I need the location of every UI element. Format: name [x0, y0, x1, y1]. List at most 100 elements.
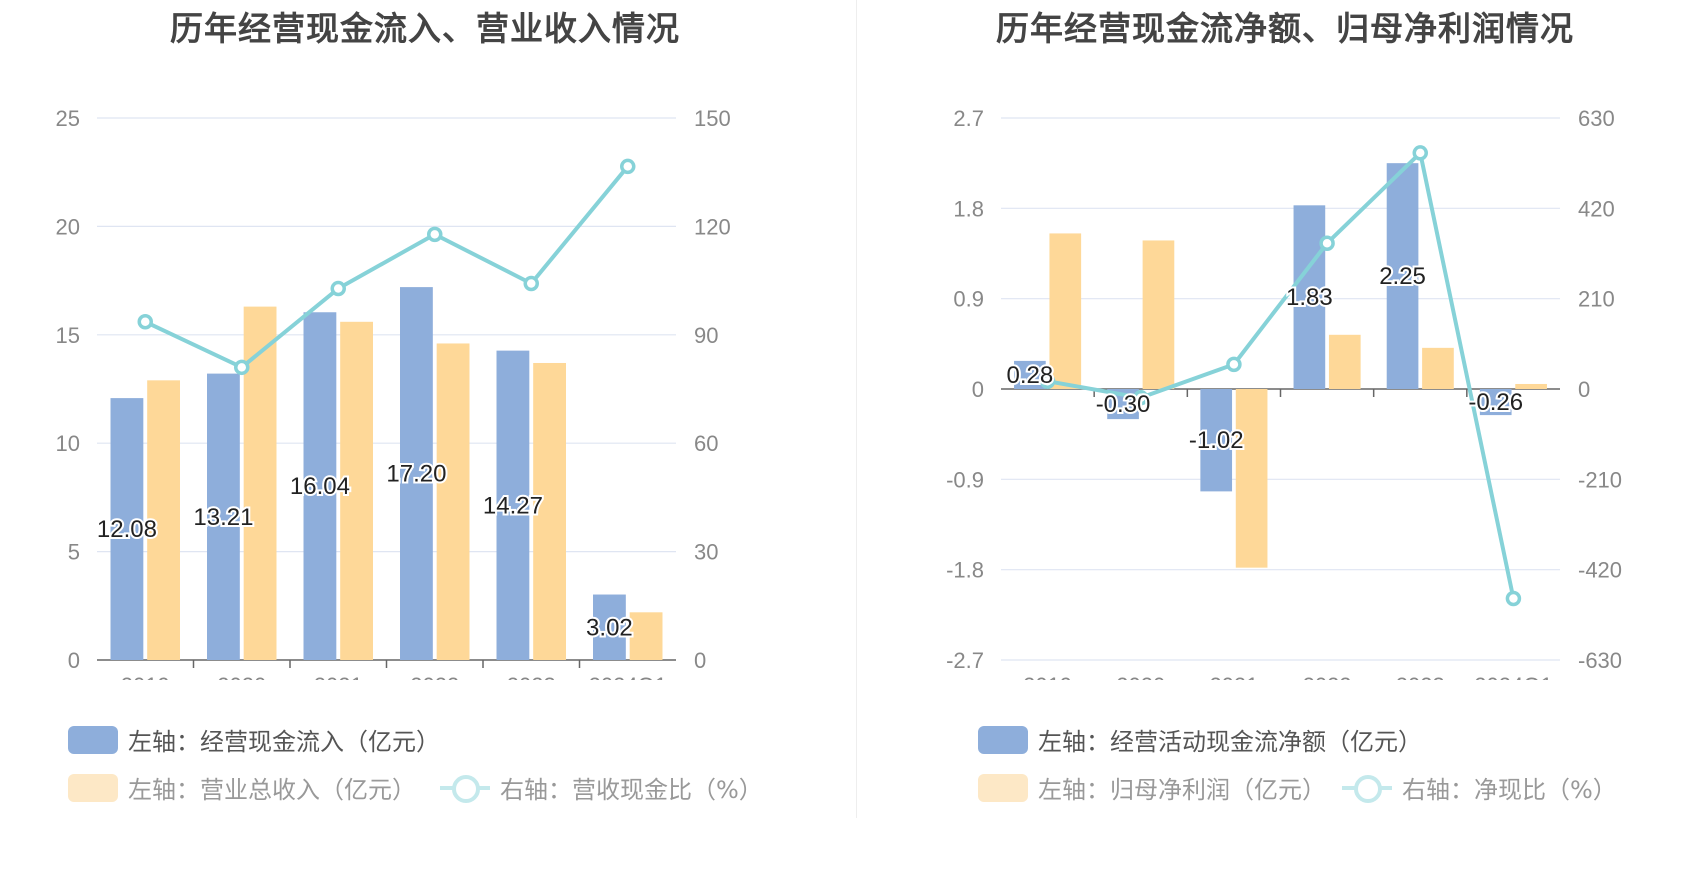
bar-series-a — [496, 350, 530, 660]
bar-data-label: 14.27 — [483, 492, 543, 519]
x-axis-tick-label: 2024Q1 — [589, 673, 667, 680]
left-axis-tick-label: 25 — [56, 106, 80, 131]
left-axis-tick-label: 1.8 — [953, 196, 984, 221]
legend-item-bar-a[interactable]: 左轴：经营现金流入（亿元） — [68, 722, 440, 757]
bar-series-a — [1386, 163, 1419, 389]
legend-item-bar-a[interactable]: 左轴：经营活动现金流净额（亿元） — [978, 722, 1422, 757]
bar-series-b — [629, 612, 663, 660]
left-axis-tick-label: -1.8 — [946, 558, 984, 583]
right-axis-tick-label: 0 — [694, 648, 706, 673]
line-point — [1505, 590, 1522, 607]
legend-item-line[interactable]: 右轴：净现比（%） — [1342, 770, 1617, 805]
bar-series-b — [436, 343, 470, 660]
bar-series-b — [1515, 383, 1547, 389]
bar-series-b — [1049, 233, 1082, 389]
right-axis-tick-label: 90 — [694, 323, 718, 348]
bar-series-a — [110, 398, 144, 660]
right-axis-tick-label: 0 — [1578, 377, 1590, 402]
left-axis-tick-label: 20 — [56, 214, 80, 239]
bar-series-b — [1142, 240, 1175, 389]
legend-swatch-line-icon — [1342, 774, 1392, 803]
chart-panel-right: 历年经营现金流净额、归母净利润情况 -2.7 -1.8 -0.9 0 0.9 1.8 2.7… — [860, 0, 1700, 874]
legend-label: 左轴：营业总收入（亿元） — [128, 776, 416, 804]
bar-data-label: -0.26 — [1468, 389, 1523, 416]
bar-series-b — [533, 362, 566, 660]
bar-series-a — [303, 312, 337, 660]
bar-series-b — [340, 321, 373, 660]
right-axis-tick-label: -210 — [1578, 467, 1622, 492]
chart-svg: 0 5 10 15 20 25 0 30 60 90 120 150 2019 2020 2021 2022 2… — [56, 106, 731, 680]
right-axis-tick-label: 30 — [694, 540, 718, 565]
bar-data-label: -0.30 — [1096, 391, 1151, 418]
line-point — [1133, 389, 1149, 406]
right-axis-tick-label: 420 — [1578, 196, 1615, 221]
line-point — [427, 226, 443, 243]
line-point — [330, 280, 346, 297]
bar-series-b — [147, 380, 180, 660]
right-axis-tick-label: 210 — [1578, 287, 1615, 312]
legend-item-line[interactable]: 右轴：营收现金比（%） — [440, 770, 763, 805]
bar-data-label: 12.08 — [97, 516, 157, 543]
bar-series-a — [207, 373, 240, 660]
legend-swatch-line-icon — [440, 774, 490, 803]
line-series — [144, 165, 630, 370]
x-axis-tick-label: 2024Q1 — [1474, 673, 1552, 680]
right-axis-tick-label: 120 — [694, 214, 731, 239]
x-axis-tick-label: 2023 — [1396, 673, 1445, 680]
left-axis-tick-label: 0 — [68, 648, 80, 673]
legend-swatch-bar-icon — [978, 725, 1028, 754]
left-axis-tick-label: -2.7 — [946, 648, 984, 673]
chart-title: 历年经营现金流净额、归母净利润情况 — [996, 9, 1574, 48]
right-axis-tick-label: -630 — [1578, 648, 1622, 673]
left-axis-tick-label: 0.9 — [953, 287, 984, 312]
bar-series-a — [1200, 389, 1233, 492]
x-axis-tick-label: 2021 — [1209, 673, 1258, 680]
left-axis-tick-label: 2.7 — [953, 106, 984, 131]
x-axis-tick-label: 2020 — [217, 673, 266, 680]
bar-data-label: 3.02 — [586, 614, 633, 641]
bar-series-a — [1479, 389, 1512, 416]
bar-data-label: -1.02 — [1189, 427, 1244, 454]
x-axis-tick-label: 2019 — [121, 673, 170, 680]
x-axis-tick-label: 2019 — [1023, 673, 1072, 680]
chart-svg: -2.7 -1.8 -0.9 0 0.9 1.8 2.7 -630 -420 -210 0 210 42… — [946, 106, 1622, 680]
right-axis-tick-label: 60 — [694, 431, 718, 456]
legend-label: 左轴：经营现金流入（亿元） — [128, 728, 440, 756]
x-axis-tick-label: 2023 — [507, 673, 556, 680]
legend-label: 右轴：净现比（%） — [1402, 776, 1617, 804]
chart-panel-left: 历年经营现金流入、营业收入情况 0 5 10 15 20 25 0 30 60 90 120 150 2… — [56, 9, 763, 805]
bar-series-a — [1293, 205, 1326, 389]
legend-label: 左轴：经营活动现金流净额（亿元） — [1038, 728, 1422, 756]
bar-series-b — [1328, 334, 1361, 389]
left-axis-tick-label: 5 — [68, 540, 80, 565]
bar-series-b — [1235, 389, 1268, 568]
bar-data-label: 2.25 — [1379, 263, 1426, 290]
right-axis-tick-label: -420 — [1578, 558, 1622, 583]
right-axis-tick-label: 150 — [694, 106, 731, 131]
panel-divider — [856, 0, 857, 818]
line-point — [1226, 356, 1242, 373]
line-point — [137, 314, 153, 330]
bar-series-a — [593, 594, 626, 660]
left-axis-tick-label: 0 — [972, 377, 984, 402]
bar-series-a — [1014, 360, 1046, 389]
legend-label: 左轴：归母净利润（亿元） — [1038, 776, 1326, 804]
line-point — [234, 359, 250, 376]
line-series — [1047, 150, 1516, 599]
x-axis-tick-label: 2020 — [1116, 673, 1165, 680]
left-axis-tick-label: 15 — [56, 323, 80, 348]
line-point — [1319, 235, 1335, 251]
bar-data-label: 13.21 — [193, 504, 253, 531]
chart-title: 历年经营现金流入、营业收入情况 — [170, 9, 680, 48]
legend-item-bar-b[interactable]: 左轴：归母净利润（亿元） — [978, 770, 1326, 805]
legend-swatch-bar-icon — [978, 773, 1028, 802]
legend-item-bar-b[interactable]: 左轴：营业总收入（亿元） — [68, 770, 416, 805]
x-axis-tick-label: 2022 — [410, 673, 459, 680]
left-axis-tick-label: 10 — [56, 431, 80, 456]
left-axis-tick-label: -0.9 — [946, 467, 984, 492]
bar-series-a — [400, 287, 433, 660]
bar-data-label: 1.83 — [1286, 284, 1333, 311]
line-point — [1412, 145, 1428, 161]
bar-data-label: 17.20 — [386, 461, 446, 488]
x-axis-tick-label: 2021 — [314, 673, 363, 680]
